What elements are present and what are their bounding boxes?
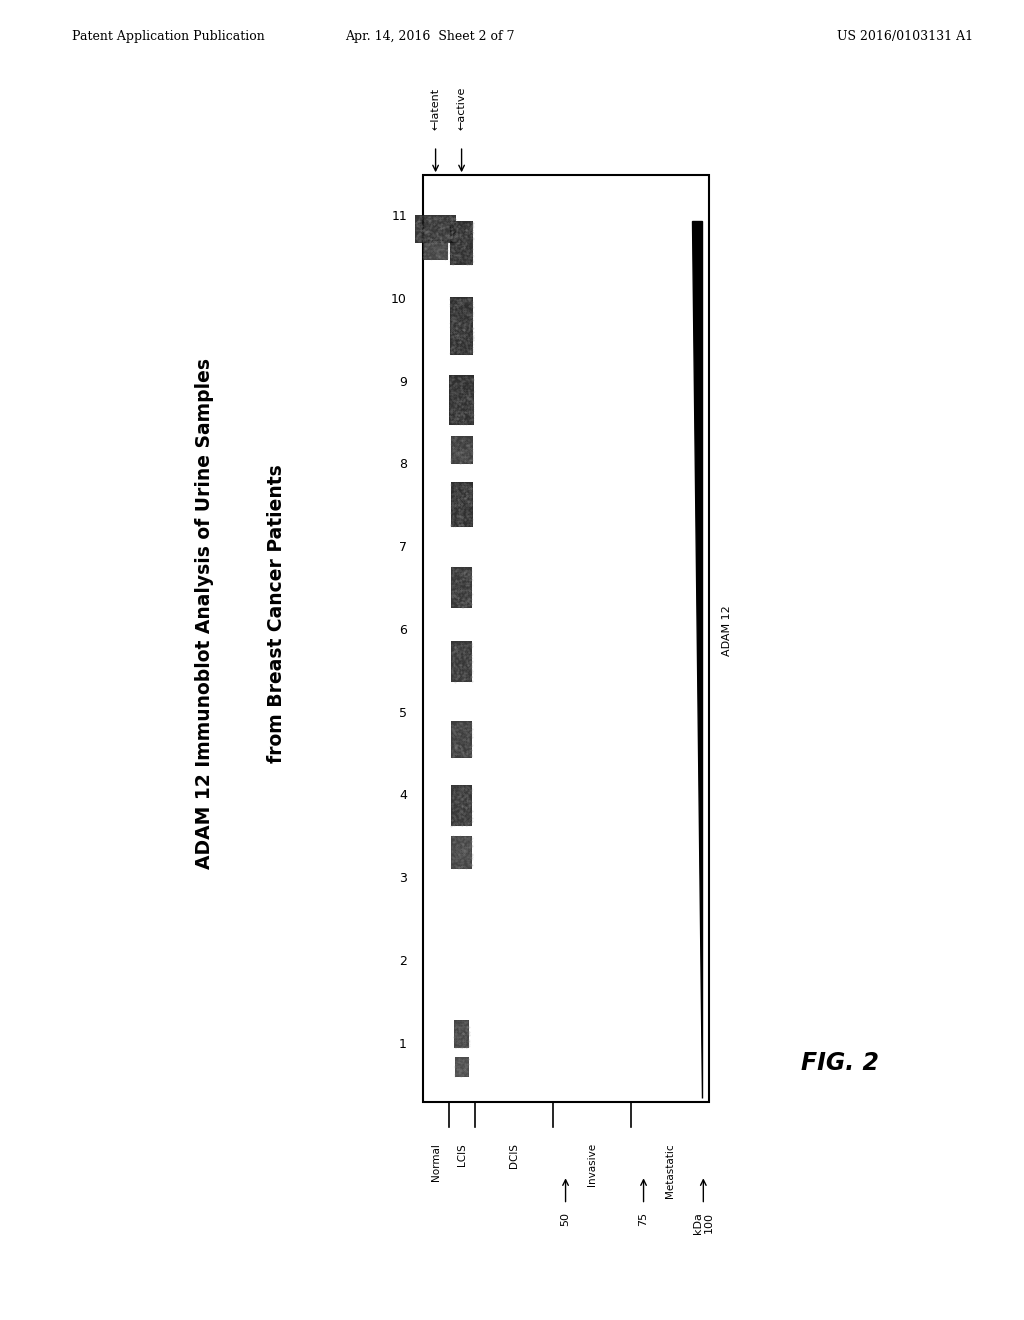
FancyBboxPatch shape — [452, 836, 472, 869]
Text: 9: 9 — [399, 375, 407, 388]
Text: Metastatic: Metastatic — [665, 1143, 675, 1199]
Text: 4: 4 — [399, 789, 407, 803]
FancyBboxPatch shape — [423, 240, 449, 260]
Polygon shape — [691, 220, 702, 1098]
Text: US 2016/0103131 A1: US 2016/0103131 A1 — [837, 30, 973, 44]
Text: ADAM 12: ADAM 12 — [722, 605, 731, 656]
Text: 3: 3 — [399, 873, 407, 886]
Text: 10: 10 — [391, 293, 407, 306]
Text: 75: 75 — [639, 1212, 648, 1226]
FancyBboxPatch shape — [454, 1020, 469, 1048]
Text: ←latent: ←latent — [431, 87, 440, 129]
Text: LCIS: LCIS — [457, 1143, 467, 1166]
FancyBboxPatch shape — [452, 785, 472, 826]
Text: 5: 5 — [399, 706, 407, 719]
Text: FIG. 2: FIG. 2 — [801, 1051, 879, 1074]
Text: 11: 11 — [391, 210, 407, 223]
FancyBboxPatch shape — [455, 1057, 469, 1077]
FancyBboxPatch shape — [452, 566, 472, 609]
FancyBboxPatch shape — [452, 642, 472, 682]
Text: Normal: Normal — [431, 1143, 440, 1181]
Text: kDa
100: kDa 100 — [692, 1212, 714, 1234]
Text: Patent Application Publication: Patent Application Publication — [72, 30, 264, 44]
Text: Apr. 14, 2016  Sheet 2 of 7: Apr. 14, 2016 Sheet 2 of 7 — [345, 30, 515, 44]
FancyBboxPatch shape — [451, 436, 472, 463]
FancyBboxPatch shape — [452, 721, 472, 758]
Text: ←active: ←active — [457, 86, 467, 129]
FancyBboxPatch shape — [415, 215, 456, 243]
FancyBboxPatch shape — [450, 297, 473, 355]
Text: ADAM 12 Immunoblot Analysis of Urine Samples: ADAM 12 Immunoblot Analysis of Urine Sam… — [196, 358, 214, 870]
Bar — [423, 176, 709, 1102]
Text: 8: 8 — [399, 458, 407, 471]
Text: 1: 1 — [399, 1038, 407, 1051]
Text: DCIS: DCIS — [509, 1143, 518, 1168]
Text: 50: 50 — [560, 1212, 570, 1226]
FancyBboxPatch shape — [450, 375, 474, 425]
FancyBboxPatch shape — [450, 220, 473, 265]
Text: 6: 6 — [399, 624, 407, 636]
Text: from Breast Cancer Patients: from Breast Cancer Patients — [267, 465, 286, 763]
Text: Invasive: Invasive — [587, 1143, 597, 1187]
Text: 2: 2 — [399, 954, 407, 968]
Text: 7: 7 — [399, 541, 407, 554]
FancyBboxPatch shape — [451, 482, 472, 527]
